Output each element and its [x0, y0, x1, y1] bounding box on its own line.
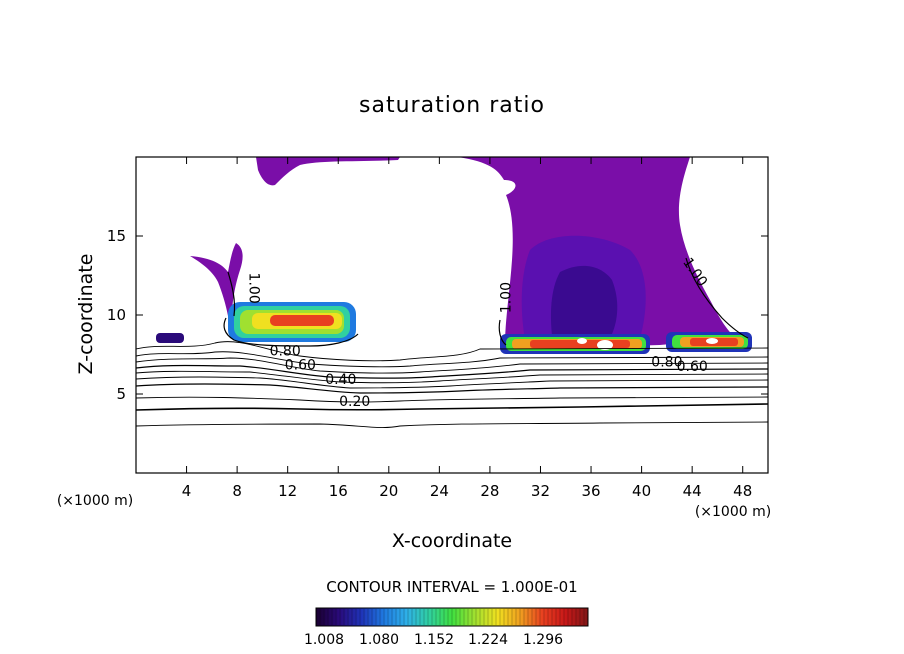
- high-saturation-band-center: [500, 334, 650, 354]
- x-tick-label: 20: [379, 482, 398, 500]
- cloud-core-2: [550, 265, 618, 336]
- x-tick-label: 4: [182, 482, 192, 500]
- x-tick-label: 8: [232, 482, 242, 500]
- cloud-region-top-left: [256, 157, 400, 186]
- y-tick-label: 5: [116, 385, 126, 403]
- colorbar-tick-labels: 1.008 1.080 1.152 1.224 1.296: [304, 632, 563, 648]
- contour-label-group: 0.80: [270, 343, 301, 359]
- x-unit-left: (×1000 m): [57, 493, 133, 509]
- x-tick-label: 12: [278, 482, 297, 500]
- contour-label: 0.80: [270, 343, 301, 359]
- x-axis-ticks: 4 8 12 16 20 24 28 32 36 40 44 48: [182, 157, 752, 500]
- colorbar-tick-label: 1.152: [414, 632, 454, 648]
- x-tick-label: 40: [632, 482, 651, 500]
- x-tick-label: 28: [480, 482, 499, 500]
- contour-label: 0.20: [339, 394, 370, 410]
- colorbar-stripes: [319, 609, 585, 625]
- x-tick-label: 16: [329, 482, 348, 500]
- colorbar-tick-label: 1.080: [359, 632, 399, 648]
- x-axis-label: X-coordinate: [392, 530, 512, 552]
- high-saturation-band-left: [156, 302, 356, 343]
- contour-label-group: 0.80: [651, 354, 682, 370]
- contour-label-group: 0.60: [677, 359, 708, 375]
- contour-label: 0.40: [325, 372, 356, 388]
- contour-label-group: 0.60: [285, 358, 316, 374]
- contour-label-group: 1.00: [246, 273, 262, 304]
- contour-label-group: 0.20: [339, 394, 370, 410]
- x-tick-label: 36: [581, 482, 600, 500]
- high-saturation-band-right: [666, 332, 752, 352]
- contour-label-group: 0.40: [325, 372, 356, 388]
- x-tick-label: 32: [531, 482, 550, 500]
- y-axis-ticks: 5 10 15: [107, 227, 768, 403]
- contour-lines: [136, 257, 768, 428]
- colorbar-tick-label: 1.008: [304, 632, 344, 648]
- y-axis-label: Z-coordinate: [75, 254, 97, 375]
- contour-label: 0.60: [677, 359, 708, 375]
- contour-interval-text: CONTOUR INTERVAL = 1.000E-01: [326, 578, 577, 596]
- x-tick-label: 24: [430, 482, 449, 500]
- contour-label-group: 1.00: [498, 282, 514, 313]
- cloud-region-left-plume: [190, 243, 243, 316]
- x-unit-right: (×1000 m): [695, 504, 771, 520]
- contour-label: 0.80: [651, 354, 682, 370]
- x-tick-label: 44: [683, 482, 702, 500]
- x-tick-label: 48: [733, 482, 752, 500]
- y-tick-label: 10: [107, 306, 126, 324]
- contour-label: 1.00: [498, 282, 514, 313]
- chart-title: saturation ratio: [359, 93, 545, 118]
- contour-label: 1.00: [246, 273, 262, 304]
- plot-area: 1.00 1.001.000.800.600.400.200.800.60: [136, 157, 768, 428]
- colorbar-tick-label: 1.296: [523, 632, 563, 648]
- colorbar-tick-label: 1.224: [468, 632, 508, 648]
- contour-label: 0.60: [285, 358, 316, 374]
- y-tick-label: 15: [107, 227, 126, 245]
